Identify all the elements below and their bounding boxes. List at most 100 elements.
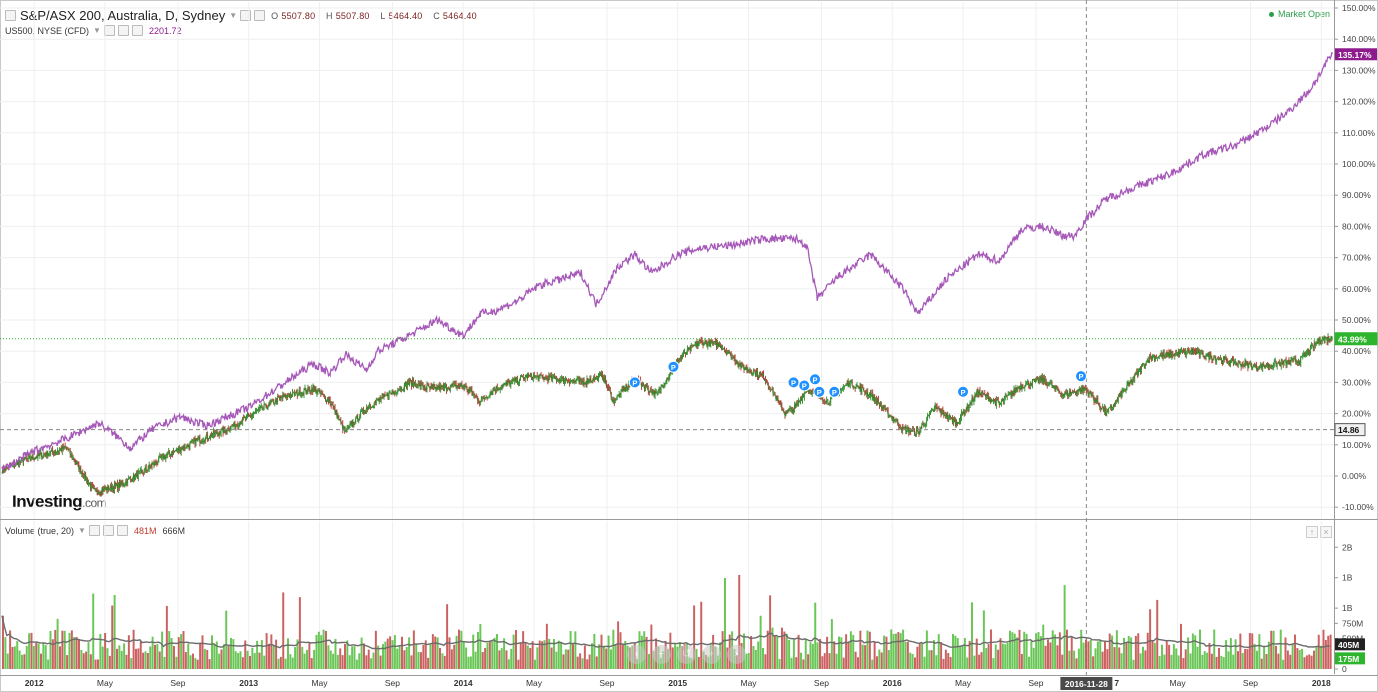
close-icon[interactable] (254, 10, 266, 21)
volume-bar (1106, 649, 1109, 669)
volume-bar (493, 637, 496, 669)
volume-bar (947, 653, 950, 669)
volume-bar (987, 644, 990, 669)
volume-bar (883, 635, 886, 669)
plus-icon[interactable]: + (702, 645, 721, 664)
volume-legend: Volume (true, 20) ▼ 481M 666M (5, 525, 185, 536)
volume-bar (1142, 646, 1144, 669)
x-tick-label: 2016 (883, 678, 902, 688)
volume-bar (868, 631, 871, 669)
close-icon[interactable] (116, 525, 128, 536)
volume-bar (1175, 648, 1178, 669)
volume-tick-label: 1B (1342, 603, 1353, 613)
x-tick-label: May (311, 678, 328, 688)
volume-bar (610, 649, 612, 669)
volume-bar (550, 647, 553, 669)
volume-bar (1303, 657, 1306, 669)
zoom-in-icon[interactable]: › (727, 645, 746, 664)
volume-bar (203, 648, 206, 669)
volume-bar (1153, 642, 1156, 669)
volume-bar (279, 656, 282, 669)
volume-bar (1089, 639, 1092, 669)
volume-bar (517, 659, 520, 669)
volume-bar (389, 636, 392, 669)
eye-icon[interactable] (103, 25, 115, 36)
volume-bar (427, 657, 430, 669)
volume-bar (579, 653, 582, 669)
event-marker[interactable] (809, 373, 822, 386)
volume-bar (835, 653, 838, 669)
volume-bar (1058, 632, 1061, 669)
volume-bar (206, 649, 209, 669)
volume-bar (581, 658, 584, 669)
close-icon[interactable] (131, 25, 143, 36)
volume-bar (762, 647, 764, 669)
volume-bar (222, 644, 225, 669)
settings-icon[interactable] (117, 25, 129, 36)
event-marker[interactable] (628, 376, 641, 389)
volume-tag-label: 175M (1338, 654, 1359, 664)
event-marker[interactable] (813, 385, 826, 398)
volume-bar (154, 644, 156, 669)
volume-bar (840, 637, 843, 669)
volume-bar (819, 639, 821, 669)
volume-bar (797, 634, 800, 669)
volume-bar (486, 642, 489, 669)
volume-bar (1018, 629, 1021, 669)
volume-bar (887, 650, 890, 669)
event-marker[interactable] (798, 379, 811, 392)
event-marker-label: P (817, 388, 822, 397)
volume-bar (85, 651, 88, 669)
volume-bar (828, 653, 831, 669)
volume-bar (614, 643, 617, 669)
volume-bar (1047, 639, 1049, 669)
volume-title[interactable]: Volume (true, 20) (5, 525, 75, 536)
compare-symbol[interactable]: US500, NYSE (CFD) (5, 25, 90, 36)
volume-bar (479, 624, 482, 669)
volume-bar (826, 636, 829, 669)
chevron-down-icon[interactable]: ▼ (93, 26, 101, 35)
volume-bar (1161, 644, 1163, 669)
event-marker[interactable] (828, 385, 841, 398)
volume-bar (51, 639, 54, 669)
volume-bar (113, 594, 116, 669)
volume-bar (1180, 623, 1182, 669)
volume-bar (391, 640, 394, 669)
volume-value: 481M (133, 525, 157, 536)
volume-bar (921, 642, 924, 669)
volume-bar (149, 646, 152, 669)
arrow-up-icon[interactable]: ↑ (1306, 526, 1318, 538)
collapse-icon[interactable] (5, 10, 16, 21)
chevron-down-icon[interactable]: ▼ (229, 11, 238, 20)
event-marker[interactable] (1075, 370, 1088, 383)
chevron-down-icon[interactable]: ▼ (78, 526, 86, 535)
volume-bar (1234, 639, 1237, 669)
price-tag-label: 14.86 (1338, 425, 1360, 435)
volume-bar (11, 647, 14, 669)
volume-bar (807, 654, 810, 669)
event-marker[interactable] (787, 376, 800, 389)
volume-bar (401, 636, 403, 669)
settings-icon[interactable] (102, 525, 114, 536)
event-marker[interactable] (957, 385, 970, 398)
volume-bar (353, 646, 356, 669)
volume-bar (1320, 645, 1323, 669)
close-icon[interactable]: × (1320, 526, 1332, 538)
volume-bar (408, 637, 411, 669)
event-marker[interactable] (667, 360, 680, 373)
reset-icon[interactable]: ↺ (677, 645, 696, 664)
settings-icon[interactable] (240, 10, 252, 21)
volume-bar (1144, 650, 1147, 669)
x-tick-label: Sep (1028, 678, 1043, 688)
volume-bar (1020, 653, 1023, 669)
symbol-title[interactable]: S&P/ASX 200, Australia, D, Sydney (20, 8, 226, 23)
volume-bar (1113, 647, 1116, 669)
eye-icon[interactable] (88, 525, 100, 536)
zoom-out-icon[interactable]: ‹ (627, 645, 646, 664)
volume-bar (386, 638, 389, 669)
volume-bar (781, 627, 783, 669)
volume-bar (296, 639, 299, 669)
minus-icon[interactable]: − (652, 645, 671, 664)
y-tick-label: 60.00% (1342, 284, 1371, 294)
